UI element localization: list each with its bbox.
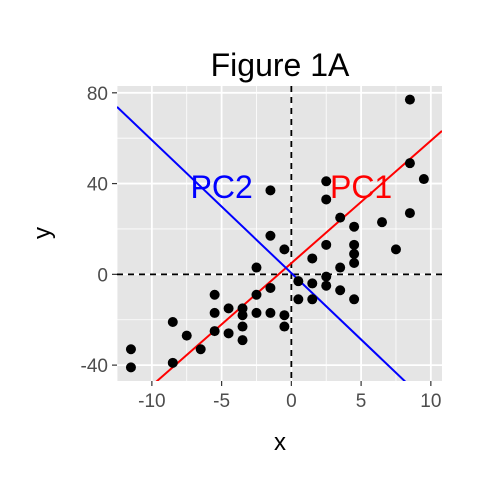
x-tick-label: -10 xyxy=(138,391,165,412)
pc2-label: PC2 xyxy=(190,169,252,205)
data-point xyxy=(125,362,136,373)
data-point xyxy=(265,307,276,318)
data-point xyxy=(293,276,304,287)
data-point xyxy=(251,307,262,318)
data-point xyxy=(279,244,290,255)
y-tick-label: -40 xyxy=(81,356,108,377)
data-point xyxy=(209,289,220,300)
data-point xyxy=(209,326,220,337)
data-point xyxy=(307,294,318,305)
data-point xyxy=(237,335,248,346)
reference-lines xyxy=(117,86,442,381)
data-point xyxy=(223,303,234,314)
data-point xyxy=(307,253,318,264)
data-point xyxy=(418,174,429,185)
x-tick-label: 0 xyxy=(286,391,297,412)
data-point xyxy=(195,344,206,355)
data-point xyxy=(349,248,360,259)
pc2-line xyxy=(117,106,407,381)
y-axis-ticks: -40 0 40 80 xyxy=(81,84,117,377)
data-point xyxy=(209,307,220,318)
data-point xyxy=(167,317,178,327)
data-point xyxy=(321,176,332,187)
chart-title: Figure 1A xyxy=(211,47,350,83)
data-point xyxy=(125,344,136,355)
data-point xyxy=(223,328,234,339)
y-tick-label: 80 xyxy=(87,84,108,105)
data-point xyxy=(307,278,318,289)
data-point xyxy=(167,357,178,368)
data-point xyxy=(321,271,332,282)
data-point xyxy=(349,239,360,250)
data-point xyxy=(390,244,401,255)
y-tick-label: 0 xyxy=(97,265,108,286)
data-point xyxy=(404,158,415,169)
data-point xyxy=(335,262,346,273)
data-point xyxy=(265,185,276,196)
data-point xyxy=(279,321,290,332)
data-point xyxy=(251,289,262,300)
principal-component-lines xyxy=(117,106,442,381)
plot-panel xyxy=(117,86,442,381)
data-point xyxy=(181,330,192,341)
data-point xyxy=(404,208,415,219)
x-tick-label: 5 xyxy=(356,391,367,412)
data-point xyxy=(237,310,248,321)
line-annotations: PC2 PC1 xyxy=(190,169,392,205)
data-point xyxy=(321,280,332,291)
data-point xyxy=(349,221,360,232)
pc1-line xyxy=(155,130,442,381)
y-axis-title: y xyxy=(29,227,56,239)
data-point xyxy=(237,321,248,332)
x-tick-label: 10 xyxy=(420,391,441,412)
data-point xyxy=(321,239,332,250)
data-point xyxy=(349,294,360,305)
data-point xyxy=(265,230,276,241)
data-point xyxy=(265,282,276,293)
data-point xyxy=(335,285,346,296)
x-axis-ticks: -10 -5 0 5 10 xyxy=(138,381,441,412)
data-points xyxy=(125,94,429,373)
x-axis-title: x xyxy=(274,429,286,456)
data-point xyxy=(293,294,304,305)
data-point xyxy=(377,217,388,228)
data-point xyxy=(251,262,262,273)
data-point xyxy=(349,258,360,268)
pc1-label: PC1 xyxy=(330,169,392,205)
data-point xyxy=(321,194,332,205)
data-point xyxy=(404,94,415,105)
y-tick-label: 40 xyxy=(87,175,108,196)
data-point xyxy=(335,212,346,223)
data-point xyxy=(279,310,290,321)
x-tick-label: -5 xyxy=(213,391,230,412)
